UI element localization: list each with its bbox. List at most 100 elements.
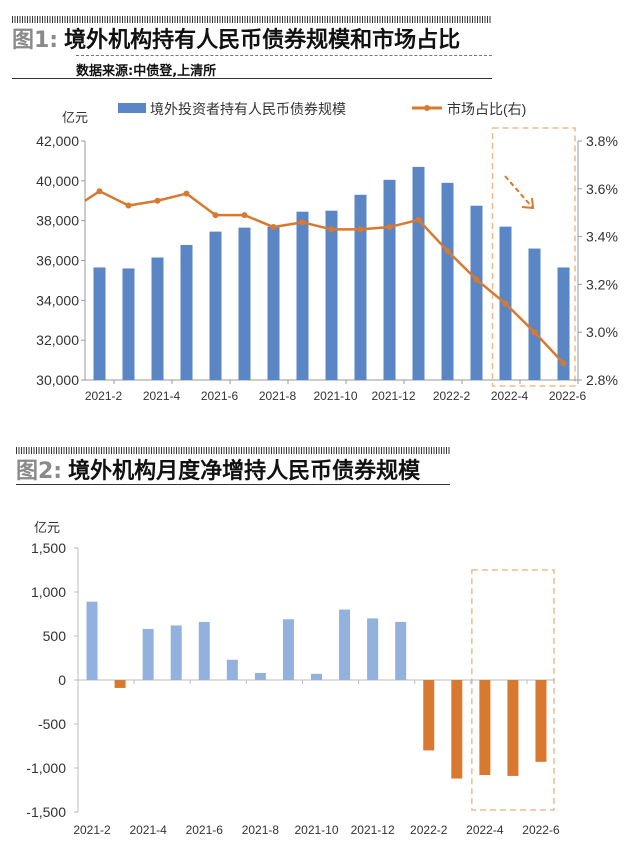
bar	[254, 672, 266, 680]
figure1-hatch-bar	[12, 16, 492, 23]
figure1-title: 图1: 境外机构持有人民币债券规模和市场占比	[12, 22, 460, 54]
legend-line-label: 市场占比(右)	[447, 101, 526, 117]
bar	[535, 680, 547, 762]
legend-bar-label: 境外投资者持有人民币债券规模	[150, 101, 346, 117]
share-point	[357, 226, 364, 233]
bar	[412, 166, 425, 380]
figure1-bottom-rule	[12, 78, 492, 79]
x-tick-label: 2021-4	[129, 823, 167, 837]
bar	[170, 625, 182, 680]
x-tick-label: 2021-6	[201, 389, 239, 403]
share-point	[96, 188, 103, 195]
left-tick-label: 42,000	[36, 133, 79, 149]
share-line	[84, 189, 565, 365]
bar	[180, 244, 193, 380]
legend-line-marker	[424, 105, 430, 111]
legend-bar-swatch	[118, 103, 146, 113]
figure2-title-text: 境外机构月度净增持人民币债券规模	[68, 459, 421, 484]
share-point	[328, 226, 335, 233]
bar	[93, 267, 106, 380]
bar	[479, 680, 491, 776]
left-tick-label: 30,000	[36, 372, 79, 388]
figure2-bottom-rule	[16, 484, 450, 485]
share-point	[531, 329, 538, 336]
right-tick-label: 3.8%	[586, 133, 618, 149]
bar	[142, 628, 154, 680]
bar	[354, 194, 367, 380]
share-point	[183, 190, 190, 197]
figure2-title: 图2: 境外机构月度净增持人民币债券规模	[16, 453, 420, 485]
bar	[296, 211, 309, 380]
x-tick-label: 2022-2	[410, 823, 448, 837]
bar	[383, 179, 396, 380]
bar	[423, 680, 435, 751]
share-point	[270, 224, 277, 231]
right-tick-label: 3.2%	[586, 276, 618, 292]
left-tick-label: 500	[43, 628, 67, 644]
right-tick-label: 3.4%	[586, 229, 618, 245]
x-tick-label: 2022-2	[433, 389, 471, 403]
bar	[441, 182, 454, 380]
bar	[114, 680, 126, 688]
highlight-box	[491, 127, 576, 387]
bar	[198, 621, 210, 680]
bar	[226, 659, 238, 680]
figure1-label: 图1:	[12, 28, 59, 53]
x-tick-label: 2021-2	[85, 389, 123, 403]
left-tick-label: 40,000	[36, 173, 79, 189]
bar	[122, 268, 135, 380]
share-point	[241, 212, 248, 219]
x-tick-label: 2021-12	[351, 823, 395, 837]
bar	[557, 267, 570, 380]
bar	[367, 618, 379, 680]
left-tick-label: -500	[38, 716, 66, 732]
bar	[282, 619, 294, 680]
left-tick-label: -1,000	[26, 760, 66, 776]
figure1-title-text: 境外机构持有人民币债券规模和市场占比	[64, 28, 461, 53]
bar	[451, 680, 463, 779]
left-tick-label: 1,500	[31, 540, 66, 556]
share-point	[154, 197, 161, 204]
left-tick-label: 34,000	[36, 292, 79, 308]
share-point	[560, 360, 567, 367]
left-tick-label: 38,000	[36, 213, 79, 229]
highlight-box	[471, 569, 555, 811]
x-tick-label: 2021-10	[313, 389, 357, 403]
x-tick-label: 2022-4	[491, 389, 529, 403]
bar	[238, 227, 251, 380]
x-tick-label: 2021-2	[73, 823, 111, 837]
share-point	[502, 300, 509, 307]
x-tick-label: 2022-6	[522, 823, 560, 837]
left-tick-label: 1,000	[31, 584, 66, 600]
share-point	[299, 219, 306, 226]
share-point	[125, 202, 132, 209]
share-point	[212, 212, 219, 219]
x-tick-label: 2021-10	[294, 823, 338, 837]
x-tick-label: 2021-8	[259, 389, 297, 403]
share-point	[415, 216, 422, 223]
y-unit-label: 亿元	[34, 520, 60, 535]
right-tick-label: 3.6%	[586, 181, 618, 197]
bar	[151, 257, 164, 380]
figure1-source: 数据来源:中债登,上清所	[76, 64, 217, 79]
right-tick-label: 3.0%	[586, 324, 618, 340]
bar	[267, 226, 280, 380]
bar	[86, 601, 98, 680]
share-point	[444, 247, 451, 254]
right-tick-label: 2.8%	[586, 372, 618, 388]
bar	[528, 248, 541, 380]
left-tick-label: -1,500	[26, 804, 66, 820]
trend-arrow	[504, 175, 533, 208]
bar	[507, 680, 519, 776]
bar	[470, 205, 483, 380]
trend-arrow-head	[521, 197, 535, 210]
bar	[339, 609, 351, 680]
x-tick-label: 2021-6	[186, 823, 224, 837]
bar	[395, 621, 407, 680]
figure2-label: 图2:	[16, 459, 63, 484]
share-point	[386, 224, 393, 231]
left-tick-label: 36,000	[36, 253, 79, 269]
y-unit-label: 亿元	[62, 110, 88, 125]
